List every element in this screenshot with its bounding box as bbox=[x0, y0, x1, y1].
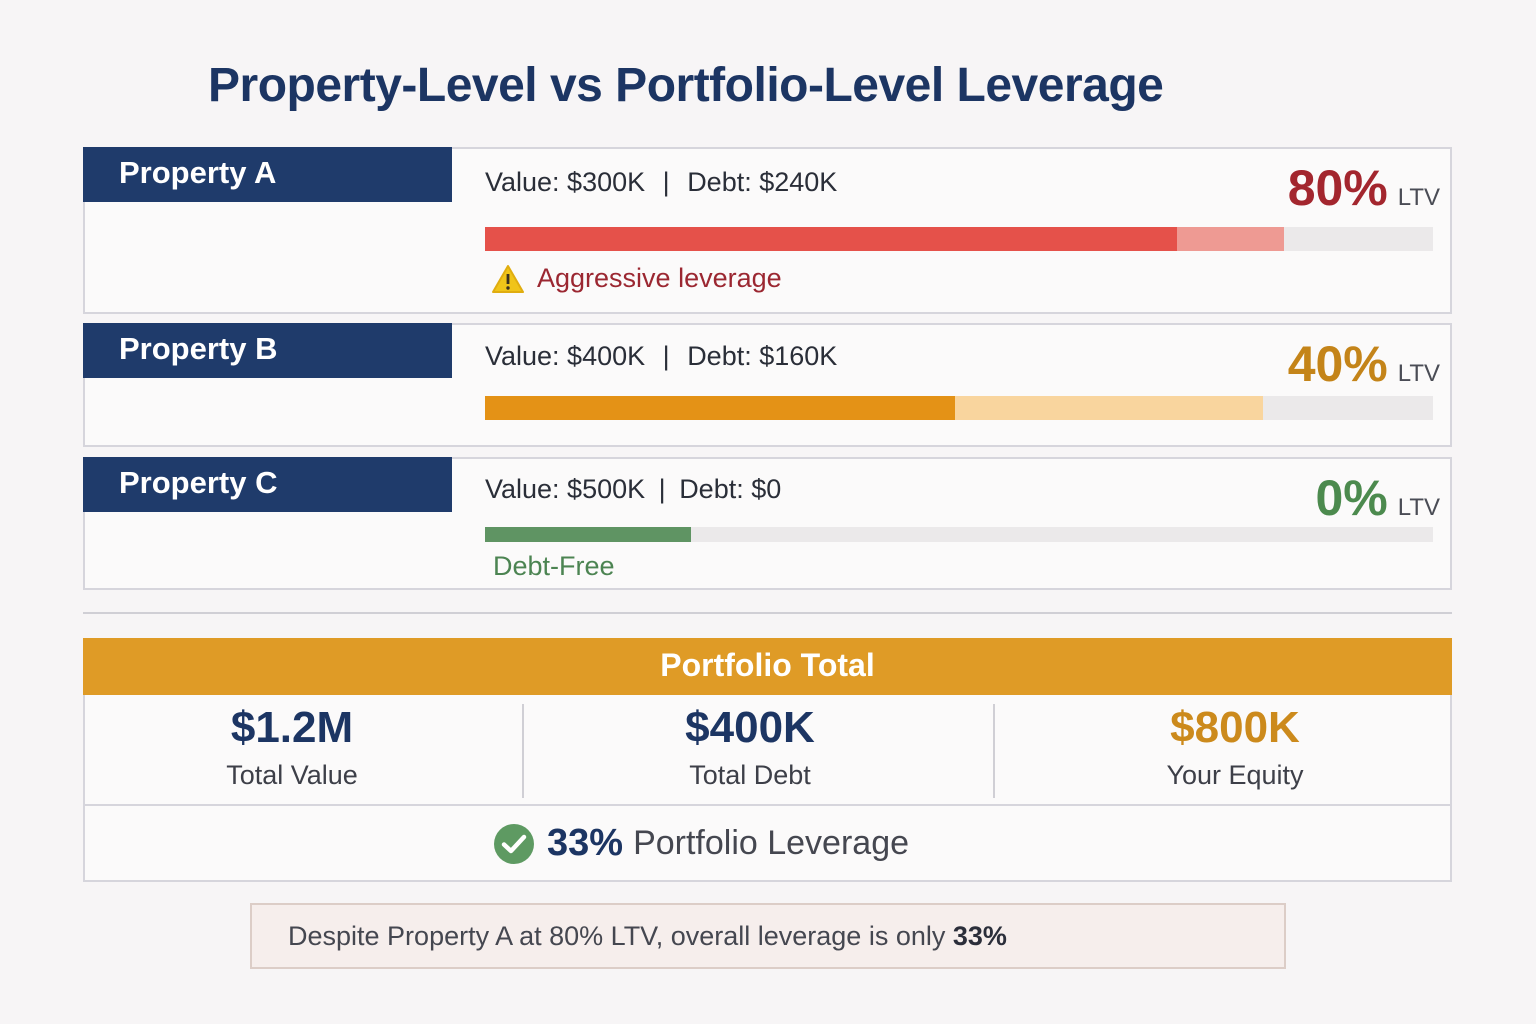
warning-icon bbox=[492, 264, 524, 293]
debt-text: Debt: $240K bbox=[687, 167, 838, 197]
separator: | bbox=[662, 341, 670, 371]
debt-free-note: Debt-Free bbox=[493, 551, 615, 582]
stat-divider bbox=[522, 704, 524, 798]
portfolio-leverage: 33% Portfolio Leverage bbox=[493, 822, 909, 865]
ltv-indicator: 40% LTV bbox=[1288, 335, 1440, 393]
property-card-c: Property C Value: $500K | Debt: $0 0% LT… bbox=[83, 457, 1452, 590]
ltv-unit: LTV bbox=[1397, 360, 1440, 387]
ltv-indicator: 0% LTV bbox=[1316, 469, 1441, 527]
note-text: Aggressive leverage bbox=[537, 263, 782, 293]
ltv-bar bbox=[485, 227, 1433, 251]
callout-text: Despite Property A at 80% LTV, overall l… bbox=[288, 921, 953, 951]
bar-segment-debt bbox=[485, 396, 956, 420]
summary-callout: Despite Property A at 80% LTV, overall l… bbox=[250, 903, 1286, 969]
value-text: Value: $400K bbox=[485, 341, 646, 371]
separator: | bbox=[662, 167, 670, 197]
stat-label: Your Equity bbox=[1166, 760, 1304, 790]
stat-divider bbox=[993, 704, 995, 798]
stat-value: $800K bbox=[1170, 703, 1300, 752]
ltv-value: 0% bbox=[1315, 470, 1388, 526]
property-values: Value: $300K | Debt: $240K bbox=[485, 167, 837, 198]
property-card-a: Property A Value: $300K | Debt: $240K 80… bbox=[83, 147, 1452, 314]
ltv-bar bbox=[485, 396, 1433, 420]
check-circle-icon bbox=[494, 823, 534, 864]
stat-value: $1.2M bbox=[230, 703, 354, 752]
stat-your-equity: $800K Your Equity bbox=[1015, 700, 1455, 791]
property-label: Property A bbox=[83, 147, 452, 202]
ltv-unit: LTV bbox=[1397, 494, 1440, 521]
property-values: Value: $500K | Debt: $0 bbox=[485, 474, 781, 505]
stat-total-debt: $400K Total Debt bbox=[530, 700, 970, 791]
value-text: Value: $500K bbox=[485, 474, 646, 504]
section-divider bbox=[83, 612, 1452, 614]
stat-label: Total Debt bbox=[689, 760, 811, 790]
leverage-warning: Aggressive leverage bbox=[491, 263, 782, 294]
separator: | bbox=[658, 474, 666, 504]
ltv-value: 80% bbox=[1287, 160, 1388, 216]
property-label: Property C bbox=[83, 457, 452, 512]
ltv-value: 40% bbox=[1287, 336, 1388, 392]
row-divider bbox=[85, 804, 1450, 806]
bar-segment-equity bbox=[485, 527, 691, 542]
ltv-bar bbox=[485, 527, 1433, 542]
debt-text: Debt: $160K bbox=[687, 341, 838, 371]
callout-emphasis: 33% bbox=[952, 921, 1007, 951]
note-text: Debt-Free bbox=[493, 551, 615, 581]
leverage-value: 33% bbox=[547, 822, 624, 864]
stat-label: Total Value bbox=[226, 760, 358, 790]
bar-segment-debt bbox=[485, 227, 1178, 251]
stat-total-value: $1.2M Total Value bbox=[72, 700, 512, 791]
portfolio-header: Portfolio Total bbox=[83, 638, 1452, 695]
page-title: Property-Level vs Portfolio-Level Levera… bbox=[208, 59, 1164, 112]
debt-text: Debt: $0 bbox=[679, 474, 782, 504]
portfolio-total-panel: Portfolio Total $1.2M Total Value $400K … bbox=[83, 638, 1452, 882]
value-text: Value: $300K bbox=[485, 167, 646, 197]
property-card-b: Property B Value: $400K | Debt: $160K 40… bbox=[83, 323, 1452, 447]
property-label: Property B bbox=[83, 323, 452, 378]
property-values: Value: $400K | Debt: $160K bbox=[485, 341, 837, 372]
ltv-indicator: 80% LTV bbox=[1288, 159, 1440, 217]
ltv-unit: LTV bbox=[1397, 184, 1440, 211]
stat-value: $400K bbox=[685, 703, 815, 752]
leverage-label: Portfolio Leverage bbox=[633, 824, 910, 862]
